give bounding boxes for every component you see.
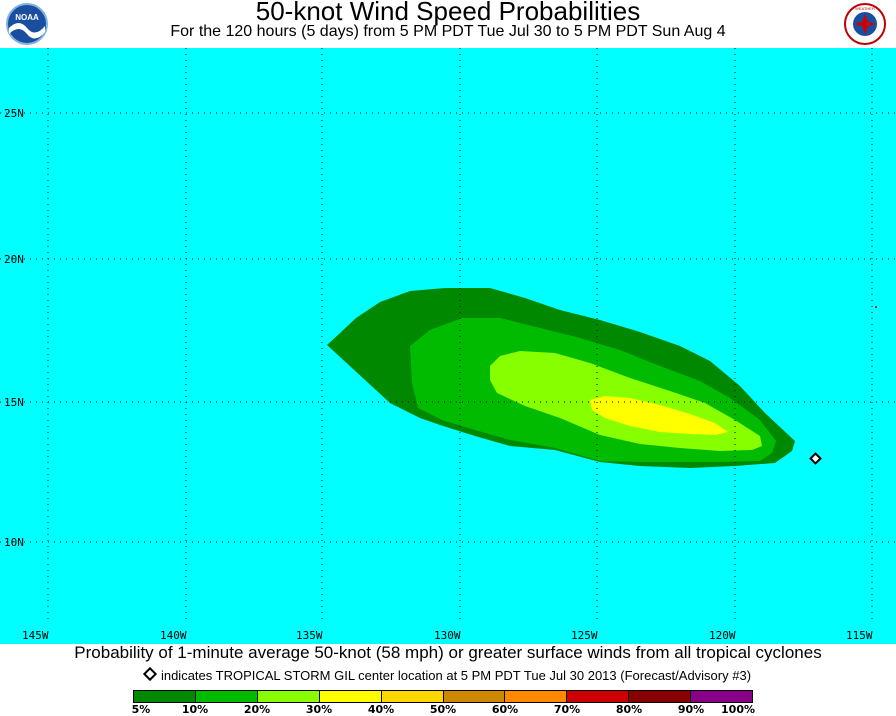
longitude-label: 140W xyxy=(160,629,187,642)
latitude-label: 15N xyxy=(4,396,24,409)
longitude-label: 130W xyxy=(434,629,461,642)
color-scale-swatch xyxy=(195,691,258,702)
longitude-label: 135W xyxy=(296,629,323,642)
longitude-labels: 145W 140W 135W 130W 125W 120W 115W xyxy=(22,629,873,642)
color-scale-label: 20% xyxy=(243,703,271,716)
chart-subtitle: For the 120 hours (5 days) from 5 PM PDT… xyxy=(170,23,726,40)
color-scale-swatch xyxy=(443,691,506,702)
small-marker-dot xyxy=(875,306,877,308)
latitude-label: 20N xyxy=(4,253,24,266)
color-scale-label: 100% xyxy=(721,703,755,716)
color-scale-label: 10% xyxy=(181,703,209,716)
color-scale-label: 40% xyxy=(367,703,395,716)
color-scale-swatch xyxy=(381,691,444,702)
svg-text:NOAA: NOAA xyxy=(15,13,39,22)
latitude-label: 25N xyxy=(4,107,24,120)
color-scale xyxy=(133,690,753,703)
color-scale-labels: 5% 10% 20% 30% 40% 50% 60% 70% 80% 90% 100% xyxy=(0,704,896,716)
color-scale-swatch xyxy=(134,691,196,702)
latitude-labels: 25N 20N 15N 10N xyxy=(4,107,24,549)
latitude-label: 10N xyxy=(4,536,24,549)
color-scale-label: 70% xyxy=(553,703,581,716)
color-scale-label: 30% xyxy=(305,703,333,716)
color-scale-label: 80% xyxy=(615,703,643,716)
color-scale-swatch xyxy=(691,691,753,702)
storm-center-marker xyxy=(809,452,822,465)
longitude-label: 145W xyxy=(22,629,49,642)
color-scale-swatch xyxy=(319,691,382,702)
nws-logo-icon: WEATHER xyxy=(844,3,886,45)
legend-note-text: indicates TROPICAL STORM GIL center loca… xyxy=(160,668,752,683)
color-scale-swatch xyxy=(257,691,320,702)
probability-area-30pct xyxy=(590,396,728,435)
chart-title: 50-knot Wind Speed Probabilities xyxy=(255,0,641,26)
color-scale-swatch xyxy=(567,691,630,702)
map-caption: Probability of 1-minute average 50-knot … xyxy=(74,643,822,662)
diamond-icon xyxy=(142,666,158,682)
color-scale-swatch xyxy=(505,691,568,702)
color-scale-label: 60% xyxy=(491,703,519,716)
probability-map: 25N 20N 15N 10N 145W 140W 135W 130W 125W 120W 115… xyxy=(0,48,896,644)
longitude-label: 115W xyxy=(846,629,873,642)
svg-text:WEATHER: WEATHER xyxy=(855,6,875,11)
longitude-label: 120W xyxy=(709,629,736,642)
color-scale-label: 90% xyxy=(677,703,705,716)
longitude-label: 125W xyxy=(571,629,598,642)
color-scale-swatch xyxy=(629,691,692,702)
color-scale-label: 5% xyxy=(131,703,151,716)
color-scale-label: 50% xyxy=(429,703,457,716)
noaa-logo-icon: NOAA xyxy=(6,3,48,45)
legend-note: indicates TROPICAL STORM GIL center loca… xyxy=(0,666,896,685)
